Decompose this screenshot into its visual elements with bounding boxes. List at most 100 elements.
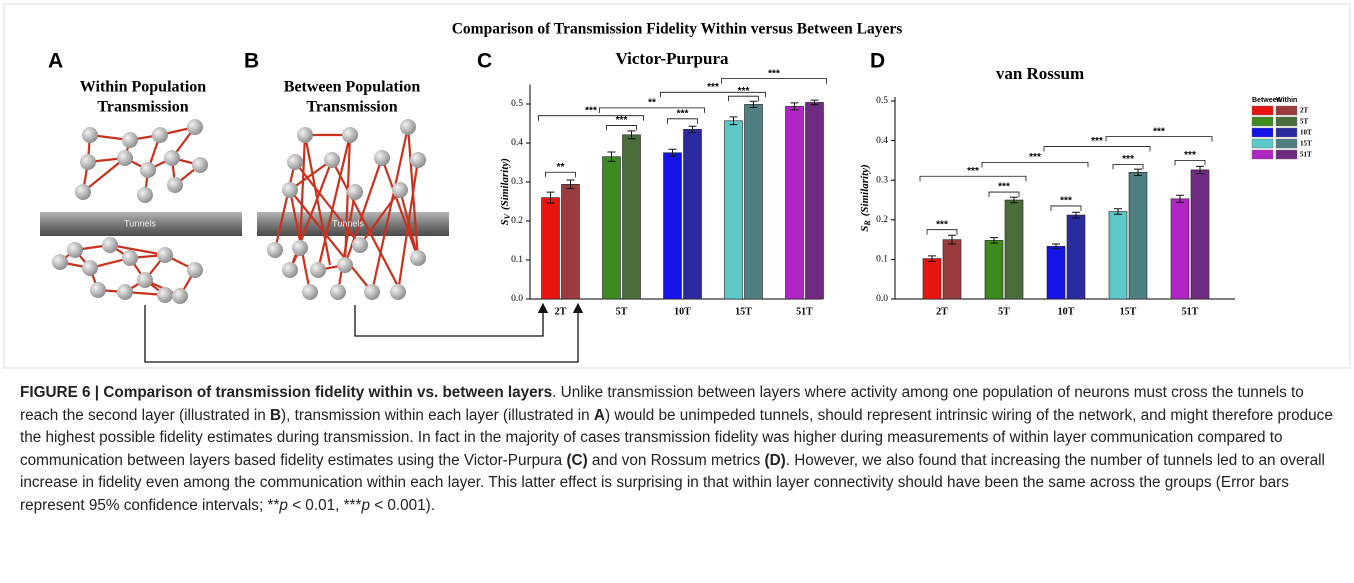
bar — [1066, 214, 1086, 300]
bar — [683, 129, 702, 300]
y-axis-label-symbol: S — [859, 226, 871, 232]
significance-label: *** — [967, 166, 979, 177]
significance-label: *** — [936, 219, 948, 230]
significance-bracket — [1105, 136, 1213, 142]
x-tick-label: 15T — [735, 306, 752, 317]
significance-bracket — [1043, 146, 1151, 152]
bar — [805, 102, 824, 300]
legend-swatch — [1275, 127, 1298, 138]
significance-label: *** — [768, 68, 780, 79]
significance-label: *** — [616, 115, 628, 126]
y-tick-label: 0.0 — [876, 294, 888, 304]
y-axis-label-symbol: S — [499, 219, 511, 225]
y-axis-label-text: (Similarity) — [499, 158, 511, 210]
bar — [1004, 199, 1024, 300]
bar — [942, 239, 962, 300]
bar — [541, 197, 560, 300]
panel-label: C — [477, 50, 492, 73]
bar — [922, 258, 942, 300]
significance-bracket — [660, 91, 766, 98]
legend-swatch — [1275, 149, 1298, 160]
tunnel-label: Tunnels — [332, 218, 364, 228]
error-bar — [1052, 243, 1060, 250]
error-bar — [688, 125, 697, 133]
significance-label: *** — [1122, 154, 1134, 165]
y-tick-label: 0.3 — [876, 175, 888, 185]
y-tick-label: 0.5 — [876, 96, 888, 106]
legend-label: 5T — [1300, 118, 1309, 126]
legend-swatch — [1251, 116, 1274, 127]
bar — [724, 120, 743, 300]
figure-frame — [3, 3, 1351, 369]
caption-text: < 0.01, *** — [287, 496, 362, 514]
significance-bracket — [721, 78, 827, 84]
y-axis-label-text: (Similarity) — [859, 164, 871, 216]
y-axis-label: SR (Similarity) — [859, 164, 872, 231]
network-diagram — [40, 119, 242, 304]
y-axis-label-subscript: R — [863, 220, 872, 227]
bar — [663, 152, 682, 300]
legend-swatch — [1275, 116, 1298, 127]
significance-label: *** — [585, 105, 597, 116]
legend-label: 51T — [1300, 151, 1312, 159]
error-bar — [627, 130, 636, 140]
significance-label: ** — [557, 162, 565, 173]
significance-label: *** — [998, 182, 1010, 193]
error-bar — [928, 255, 936, 262]
significance-bracket — [606, 125, 637, 131]
x-tick-label: 5T — [998, 306, 1010, 317]
caption-text: ), transmission within each layer (illus… — [281, 406, 594, 424]
significance-label: *** — [1091, 136, 1103, 147]
significance-label: *** — [707, 82, 719, 93]
significance-label: *** — [1029, 152, 1041, 163]
significance-bracket — [919, 175, 1027, 182]
panel-title: Between Population — [284, 79, 421, 96]
legend-header: Between — [1252, 97, 1281, 104]
panel-title: Within Population — [80, 79, 207, 96]
bar — [561, 184, 580, 300]
y-tick-label: 0.1 — [511, 255, 523, 265]
significance-bracket — [1174, 160, 1206, 166]
legend-swatch — [1251, 105, 1274, 116]
significance-bracket — [1050, 205, 1082, 211]
panel-title: Transmission — [97, 99, 188, 116]
error-bar — [1196, 165, 1204, 174]
significance-bracket — [1112, 163, 1144, 170]
legend-swatch — [1251, 149, 1274, 160]
x-tick-label: 2T — [555, 306, 567, 317]
caption-text: . Unlike transmission between layers whe… — [20, 384, 1304, 424]
caption-text: . However, we also found that increasing… — [20, 451, 1325, 514]
panel-label: B — [244, 50, 259, 73]
significance-bracket — [667, 118, 698, 124]
error-bar — [790, 102, 799, 111]
y-tick-label: 0.3 — [511, 177, 523, 187]
figure: Comparison of Transmission Fidelity With… — [3, 3, 1351, 369]
caption-text: p — [279, 496, 288, 514]
error-bar — [607, 151, 616, 162]
connector-arrow — [354, 302, 549, 337]
significance-bracket — [926, 229, 958, 235]
error-bar — [668, 148, 677, 157]
y-axis-label-subscript: V — [503, 213, 512, 219]
error-bar — [1072, 211, 1080, 219]
caption-text: (C) — [566, 451, 588, 469]
panel-label: D — [870, 50, 885, 73]
y-axis-label: SV (Similarity) — [499, 158, 512, 225]
error-bar — [546, 191, 555, 204]
x-tick-label: 10T — [674, 306, 691, 317]
error-bar — [1176, 194, 1184, 203]
caption-text: p — [361, 496, 370, 514]
y-tick-label: 0.4 — [876, 136, 888, 146]
significance-bracket — [538, 115, 644, 121]
y-tick-label: 0.0 — [511, 294, 523, 304]
significance-label: *** — [1184, 150, 1196, 161]
significance-bracket — [728, 95, 759, 102]
legend-label: 15T — [1300, 140, 1312, 148]
y-tick-label: 0.2 — [876, 215, 888, 225]
caption-text: B — [269, 406, 282, 424]
error-bar — [810, 99, 819, 106]
caption-text: (D) — [764, 451, 786, 469]
connector-arrow — [144, 302, 584, 363]
legend-swatch — [1251, 127, 1274, 138]
caption-text: < 0.001). — [369, 496, 436, 514]
